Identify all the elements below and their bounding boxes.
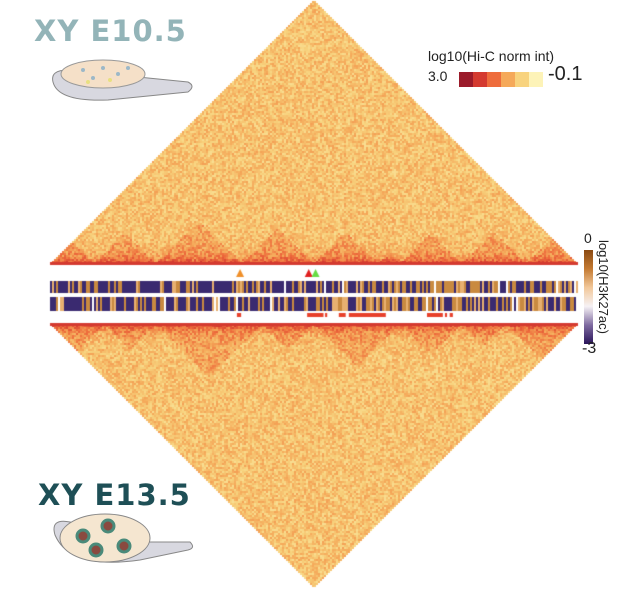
h3k27ac-legend-title: log10(H3K27ac) xyxy=(596,240,611,334)
hic-legend-min: 3.0 xyxy=(428,68,448,84)
hic-legend-max: -0.1 xyxy=(548,63,583,85)
bottom-panel-label: XY E13.5 xyxy=(38,478,191,512)
h3k27ac-min: -3 xyxy=(582,340,597,357)
hic-legend-swatch xyxy=(487,72,501,87)
h3k27ac-max: 0 xyxy=(584,230,592,246)
hic-legend-swatch xyxy=(501,72,515,87)
hic-legend-swatch xyxy=(473,72,487,87)
hic-legend-swatch xyxy=(459,72,473,87)
h3k27ac-colorbar xyxy=(584,250,593,344)
hic-legend-swatch xyxy=(529,72,543,87)
top-panel-label: XY E10.5 xyxy=(34,14,187,48)
hic-legend-title: log10(Hi-C norm int) xyxy=(428,48,555,64)
gonad-e13-illustration xyxy=(53,513,194,563)
hic-legend-swatch xyxy=(515,72,529,87)
hic-legend-colorbar xyxy=(459,72,543,87)
gonad-e10-illustration xyxy=(52,59,193,101)
